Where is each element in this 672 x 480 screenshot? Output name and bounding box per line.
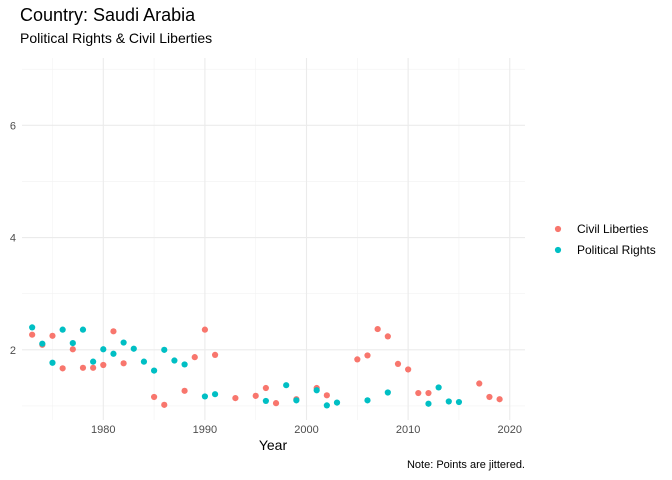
legend-label: Civil Liberties (577, 222, 648, 236)
data-point (455, 398, 463, 406)
data-points (29, 324, 503, 409)
data-point (140, 358, 148, 365)
data-point (211, 351, 219, 358)
data-point (394, 360, 402, 367)
data-point (49, 332, 56, 339)
data-point (110, 350, 117, 357)
data-point (79, 364, 87, 371)
data-point (151, 367, 158, 374)
data-point (313, 387, 320, 394)
data-point (354, 356, 361, 363)
x-tick-label: 2020 (498, 424, 522, 436)
data-point (100, 361, 107, 369)
data-point (364, 397, 371, 404)
y-tick-label: 2 (10, 345, 16, 357)
chart-title: Country: Saudi Arabia (20, 5, 196, 25)
data-point (201, 393, 209, 400)
data-point (262, 384, 269, 392)
legend-key (554, 246, 562, 254)
data-point (486, 393, 493, 401)
x-tick-label: 1990 (193, 424, 217, 436)
data-point (405, 366, 412, 373)
y-tick-label: 4 (10, 233, 16, 245)
data-point (374, 325, 381, 333)
data-point (161, 346, 168, 353)
data-point (476, 380, 483, 387)
chart-subtitle: Political Rights & Civil Liberties (20, 30, 213, 46)
data-point (181, 361, 188, 368)
data-point (69, 340, 76, 347)
legend: Civil Liberties Political Rights (554, 222, 656, 257)
grid (22, 58, 525, 420)
x-tick-label: 2000 (294, 424, 318, 436)
data-point (384, 389, 391, 396)
data-point (283, 382, 290, 389)
data-point (272, 400, 280, 407)
x-axis-title: Year (259, 437, 288, 453)
data-point (29, 331, 36, 338)
data-point (425, 389, 432, 397)
data-point (323, 402, 330, 409)
data-point (232, 395, 239, 402)
data-point (191, 354, 198, 361)
data-point (69, 346, 76, 353)
chart-caption: Note: Points are jittered. (406, 459, 525, 471)
data-point (262, 397, 269, 405)
data-point (130, 345, 137, 352)
data-point (39, 340, 46, 347)
data-point (252, 392, 259, 399)
data-point (120, 360, 127, 367)
data-point (201, 326, 209, 333)
axis-ticks: 1980 1990 2000 2010 2020 2 4 6 (10, 120, 522, 436)
data-point (211, 391, 219, 398)
data-point (59, 326, 66, 333)
data-point (79, 326, 87, 333)
data-point (425, 400, 432, 407)
data-point (90, 364, 97, 371)
data-point (151, 393, 158, 401)
legend-label: Political Rights (577, 243, 656, 257)
x-tick-label: 1980 (91, 424, 115, 436)
data-point (364, 352, 371, 359)
data-point (161, 401, 168, 408)
data-point (323, 392, 330, 399)
data-point (49, 359, 56, 366)
data-point (110, 328, 117, 335)
data-point (120, 339, 127, 346)
data-point (171, 357, 178, 364)
data-point (90, 358, 97, 365)
data-point (29, 324, 36, 331)
data-point (181, 387, 188, 394)
data-point (496, 396, 503, 403)
data-point (293, 397, 300, 404)
data-point (384, 333, 391, 340)
data-point (333, 399, 341, 406)
y-tick-label: 6 (10, 120, 16, 132)
data-point (445, 398, 452, 405)
data-point (415, 389, 422, 397)
x-tick-label: 2010 (396, 424, 420, 436)
data-point (435, 384, 442, 391)
legend-key (554, 225, 562, 233)
data-point (59, 365, 66, 372)
data-point (100, 346, 107, 353)
